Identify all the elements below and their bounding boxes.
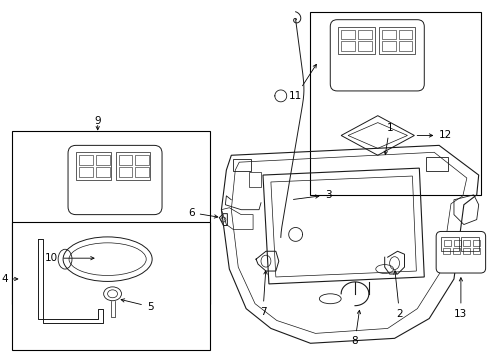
Bar (118, 155, 132, 165)
Bar (96, 155, 109, 165)
Text: 5: 5 (121, 299, 153, 312)
Text: 2: 2 (393, 271, 402, 319)
Text: 11: 11 (289, 64, 316, 101)
Bar (462, 240, 469, 246)
FancyBboxPatch shape (435, 231, 485, 273)
Text: 10: 10 (45, 253, 94, 263)
Bar (79, 155, 93, 165)
Bar (310, 12, 480, 195)
Text: 13: 13 (453, 278, 467, 319)
Bar (398, 30, 411, 40)
Bar (96, 167, 109, 177)
Bar (79, 167, 93, 177)
Text: 3: 3 (293, 190, 331, 200)
Bar (338, 27, 374, 54)
Bar (115, 152, 150, 180)
Bar (426, 157, 447, 171)
Text: 4: 4 (1, 274, 18, 284)
FancyBboxPatch shape (329, 20, 424, 91)
Bar (248, 172, 261, 187)
FancyBboxPatch shape (68, 145, 162, 215)
Bar (462, 248, 469, 254)
Bar (442, 248, 449, 254)
Bar (76, 152, 110, 180)
Text: 6: 6 (188, 208, 217, 218)
Bar (12, 221, 209, 350)
Bar (233, 159, 251, 171)
Bar (357, 41, 371, 51)
Bar (472, 248, 479, 254)
Text: 8: 8 (351, 310, 360, 346)
Bar (378, 27, 414, 54)
Text: 7: 7 (259, 271, 266, 317)
Bar (398, 41, 411, 51)
Text: 9: 9 (94, 116, 101, 126)
Bar (452, 248, 459, 254)
Text: 1: 1 (384, 122, 392, 154)
Bar (443, 240, 450, 246)
Bar (440, 237, 458, 251)
Bar (472, 240, 479, 246)
Bar (135, 155, 149, 165)
Bar (341, 41, 354, 51)
Bar (381, 30, 395, 40)
Bar (460, 237, 478, 251)
Bar (453, 240, 460, 246)
Bar (381, 41, 395, 51)
Bar (118, 167, 132, 177)
Bar (341, 30, 354, 40)
Bar (12, 131, 209, 304)
Text: 12: 12 (416, 130, 451, 140)
Bar (357, 30, 371, 40)
Bar (135, 167, 149, 177)
